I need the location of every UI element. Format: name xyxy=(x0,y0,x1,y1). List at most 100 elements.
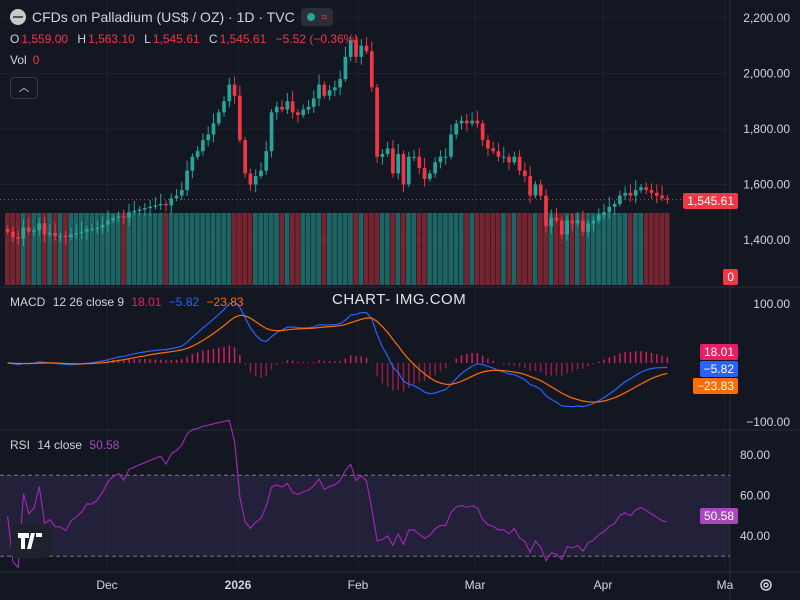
volume-bar xyxy=(580,213,585,285)
volume-bar xyxy=(664,213,670,285)
volume-value: 0 xyxy=(32,53,40,67)
candle-body xyxy=(111,217,116,221)
candle-body xyxy=(48,233,52,235)
macd-hist-value: 18.01 xyxy=(131,295,162,309)
candle-body xyxy=(501,156,506,158)
volume-bar xyxy=(268,213,274,285)
market-open-dot-icon xyxy=(306,13,315,21)
candle-body xyxy=(369,51,374,88)
candle-body xyxy=(195,151,200,157)
volume-bar xyxy=(263,213,269,285)
market-status-badge[interactable]: ≈ xyxy=(300,8,334,26)
gear-icon[interactable] xyxy=(758,577,774,593)
rsi-y-tick-label: 40.00 xyxy=(740,529,770,543)
volume-bar xyxy=(469,213,475,285)
candle-body xyxy=(158,203,163,206)
macd-signal-value: −23.83 xyxy=(206,295,244,309)
candle-body xyxy=(264,151,269,171)
volume-bar xyxy=(495,213,501,285)
candle-body xyxy=(559,220,564,235)
volume-bar xyxy=(369,213,374,285)
volume-bar xyxy=(590,213,596,285)
volume-bar xyxy=(100,213,105,285)
macd-line-tag: −5.82 xyxy=(699,361,738,377)
macd-params: 12 26 close 9 xyxy=(52,295,125,309)
volume-bar xyxy=(158,213,163,285)
candle-body xyxy=(348,40,353,57)
symbol-header[interactable]: CFDs on Palladium (US$ / OZ) · 1D · TVC … xyxy=(10,8,334,26)
volume-bar xyxy=(633,213,638,285)
volume-bar xyxy=(326,213,332,285)
candle-body xyxy=(396,153,401,174)
macd-legend[interactable]: MACD 12 26 close 9 18.01 −5.82 −23.83 xyxy=(10,295,248,309)
volume-bar xyxy=(564,213,570,285)
volume-bar xyxy=(184,213,190,285)
price-tag: 1,545.61 xyxy=(683,193,738,209)
volume-bar xyxy=(485,213,490,285)
volume-bar xyxy=(406,213,411,285)
candle-body xyxy=(596,215,601,221)
candle-body xyxy=(607,206,612,213)
volume-bar xyxy=(569,213,575,285)
candle-body xyxy=(380,153,385,157)
collapse-legend-button[interactable]: ︿ xyxy=(10,77,38,99)
volume-bar xyxy=(295,213,300,285)
candle-body xyxy=(95,227,100,229)
candle-body xyxy=(517,156,522,171)
high-label: H xyxy=(77,32,87,46)
macd-line-value: −5.82 xyxy=(168,295,200,309)
volume-bar xyxy=(400,213,406,285)
tradingview-logo[interactable] xyxy=(11,524,51,558)
candle-body xyxy=(100,224,105,228)
candle-body xyxy=(581,220,585,232)
candle-body xyxy=(333,87,337,91)
volume-bar xyxy=(585,213,591,285)
volume-bar xyxy=(305,213,311,285)
candle-body xyxy=(486,140,490,149)
candle-body xyxy=(470,120,474,124)
volume-bar xyxy=(516,213,522,285)
candle-body xyxy=(491,148,496,152)
candle-body xyxy=(496,151,501,157)
volume-bar xyxy=(247,213,253,285)
x-tick-label: Dec xyxy=(96,578,117,592)
volume-bar xyxy=(437,213,443,285)
volume-bar xyxy=(432,213,438,285)
candle-body xyxy=(179,190,184,196)
volume-bar xyxy=(548,213,554,285)
volume-bar xyxy=(300,213,306,285)
volume-bar xyxy=(363,213,369,285)
candle-body xyxy=(554,217,559,221)
candle-body xyxy=(480,123,485,141)
volume-bar xyxy=(242,213,248,285)
volume-bar xyxy=(163,213,169,285)
candle-body xyxy=(575,220,580,224)
candle-body xyxy=(164,203,168,206)
candle-body xyxy=(412,156,416,158)
candle-body xyxy=(227,84,232,102)
candle-body xyxy=(354,40,358,57)
candle-body xyxy=(401,153,406,185)
volume-bar xyxy=(210,213,216,285)
rsi-legend[interactable]: RSI 14 close 50.58 xyxy=(10,438,123,452)
volume-bar xyxy=(10,213,15,285)
volume-bar xyxy=(189,213,195,285)
candle-body xyxy=(148,206,152,209)
candle-body xyxy=(132,210,137,213)
candle-body xyxy=(623,192,627,196)
volume-bar xyxy=(121,213,126,285)
candle-body xyxy=(538,184,543,196)
volume-bar xyxy=(89,213,95,285)
volume-bar xyxy=(237,213,242,285)
volume-bar xyxy=(506,213,512,285)
volume-bar xyxy=(73,213,79,285)
candle-body xyxy=(211,123,216,135)
candle-body xyxy=(654,192,659,196)
volume-bar xyxy=(126,213,132,285)
volume-tag: 0 xyxy=(723,269,738,285)
candle-body xyxy=(69,234,73,238)
volume-bar xyxy=(253,213,258,285)
volume-bar xyxy=(195,213,200,285)
volume-bar xyxy=(654,213,659,285)
